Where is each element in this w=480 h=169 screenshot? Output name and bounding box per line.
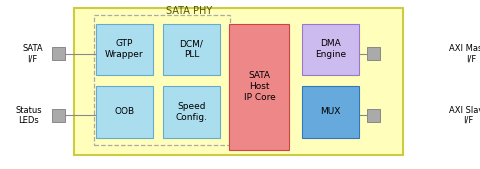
Bar [302, 86, 359, 138]
Bar [367, 109, 380, 122]
Text: AXI Slave
I/F: AXI Slave I/F [449, 106, 480, 125]
Bar [74, 8, 403, 155]
Bar [163, 24, 220, 75]
Bar [302, 24, 359, 75]
Bar [52, 47, 65, 60]
Text: SATA
Host
IP Core: SATA Host IP Core [243, 71, 276, 102]
Bar [96, 86, 153, 138]
Bar [367, 47, 380, 60]
Text: SATA
I/F: SATA I/F [23, 44, 43, 63]
Text: OOB: OOB [114, 107, 134, 116]
Text: GTP
Wrapper: GTP Wrapper [105, 39, 144, 59]
Bar [163, 86, 220, 138]
Text: SATA PHY: SATA PHY [167, 6, 213, 16]
Bar [96, 24, 153, 75]
Text: MUX: MUX [321, 107, 341, 116]
Text: AXI Master
I/F: AXI Master I/F [449, 44, 480, 63]
Text: DMA
Engine: DMA Engine [315, 39, 346, 59]
Bar [229, 24, 289, 150]
Text: DCM/
PLL: DCM/ PLL [180, 39, 204, 59]
Bar [52, 109, 65, 122]
Text: Status
LEDs: Status LEDs [15, 106, 42, 125]
Bar [94, 15, 230, 145]
Text: Speed
Config.: Speed Config. [176, 102, 207, 122]
